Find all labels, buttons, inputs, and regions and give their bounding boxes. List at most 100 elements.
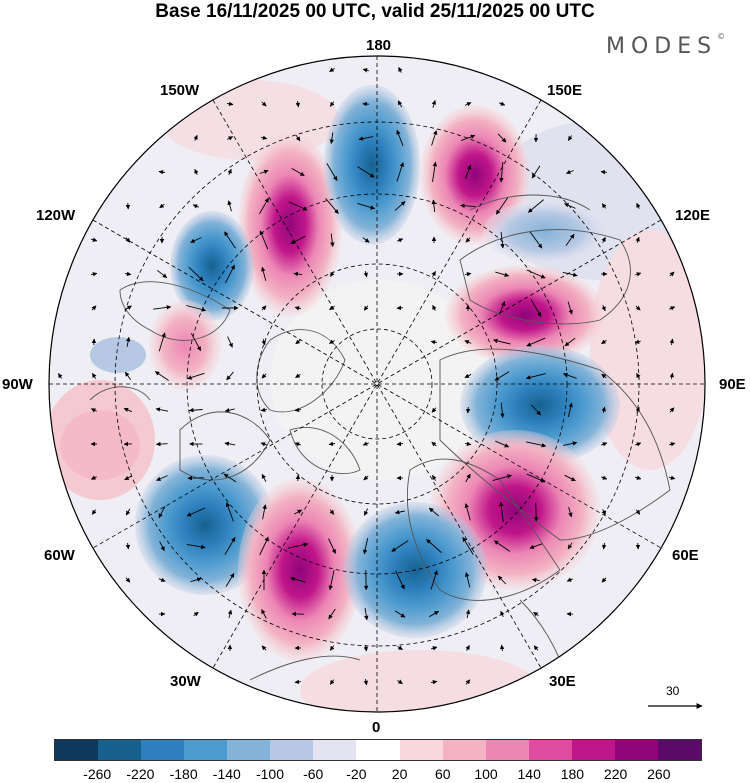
colorbar-tick-label: 260 <box>647 766 671 782</box>
reference-vector-label: 30 <box>666 684 680 698</box>
colorbar-swatch <box>399 740 443 760</box>
wind-vector <box>499 644 505 652</box>
colorbar-tick-label: 140 <box>517 766 541 782</box>
wind-vector <box>601 203 607 209</box>
wind-vector <box>329 339 335 344</box>
wind-vector <box>530 404 542 416</box>
colorbar-tick-label: -180 <box>169 766 198 782</box>
wind-vector <box>493 338 511 345</box>
wind-vector <box>636 202 641 209</box>
wind-vector <box>499 101 506 106</box>
wind-vector <box>493 540 511 552</box>
wind-vector <box>362 441 369 446</box>
colorbar-swatch <box>528 740 572 760</box>
wind-vector <box>328 570 335 591</box>
wind-vector <box>397 100 403 108</box>
wind-vector <box>635 406 640 413</box>
wind-vector <box>500 402 505 418</box>
wind-vector <box>291 168 305 176</box>
wind-vector <box>564 337 576 347</box>
wind-vector <box>566 577 573 582</box>
wind-vector <box>190 577 202 583</box>
wind-vector <box>635 509 641 515</box>
wind-vector <box>601 339 607 345</box>
wind-vector <box>499 161 504 183</box>
wind-vector <box>431 271 436 277</box>
wind-vector <box>329 101 335 107</box>
anomaly-neg-120e <box>483 200 607 264</box>
wind-vector <box>259 230 269 250</box>
anomaly-neg-135w <box>170 211 254 321</box>
colorbar-swatch <box>657 740 701 760</box>
wind-vector <box>294 442 301 447</box>
logo-text: MODES <box>606 34 718 59</box>
colorbar-swatch <box>442 740 486 760</box>
wind-vector <box>430 340 438 345</box>
wind-vector <box>223 473 237 483</box>
anomaly-pos-100e <box>445 265 605 365</box>
wind-vector <box>125 271 132 276</box>
colorbar-swatch <box>141 740 185 760</box>
wind-vector <box>124 475 132 481</box>
wind-vector <box>260 407 267 412</box>
wind-vector <box>396 129 404 146</box>
logo-mark: © <box>717 31 726 41</box>
wind-vector <box>526 337 546 347</box>
wind-vector <box>564 203 576 209</box>
wind-vector <box>396 162 404 182</box>
weak-positive-south <box>300 650 540 712</box>
coastlines <box>89 194 671 691</box>
lon-label-60e: 60E <box>672 547 699 564</box>
lon-label-60w: 60W <box>44 547 75 564</box>
wind-vector <box>125 577 131 583</box>
wind-vector <box>155 441 168 447</box>
wind-vector <box>194 168 199 175</box>
anomaly-neg-95w <box>90 337 146 373</box>
wind-vector <box>295 134 301 142</box>
colorbar-tick-label: -140 <box>212 766 241 782</box>
wind-vector <box>190 237 202 243</box>
wind-vector <box>634 475 642 480</box>
wind-vector <box>562 271 578 277</box>
colorbar-swatch <box>227 740 271 760</box>
wind-vector <box>396 441 404 447</box>
wind-vector <box>635 442 642 447</box>
wind-vector <box>325 198 339 214</box>
lon-label-150e: 150E <box>547 82 583 99</box>
wind-vector <box>465 164 472 179</box>
wind-vector <box>601 373 607 379</box>
anomaly-field <box>49 56 705 712</box>
wind-vector <box>363 270 368 278</box>
wind-vector <box>526 473 546 483</box>
wind-vector <box>188 266 204 282</box>
wind-vector <box>533 612 539 617</box>
wind-vector <box>90 408 97 413</box>
wind-vector <box>669 338 675 346</box>
colorbar-swatch <box>313 740 357 760</box>
wind-vector <box>398 67 403 73</box>
colorbar <box>54 739 702 761</box>
wind-vector <box>186 543 206 550</box>
wind-vector <box>261 338 266 346</box>
wind-vector <box>364 608 369 621</box>
wind-vector <box>432 475 437 481</box>
wind-vector <box>224 537 236 555</box>
colorbar-swatch <box>184 740 228 760</box>
wind-vector <box>290 576 306 583</box>
wind-vector <box>533 645 539 651</box>
wind-vector <box>261 473 267 482</box>
wind-vector <box>431 130 438 146</box>
wind-vector <box>227 136 234 141</box>
wind-vector <box>92 373 97 379</box>
wind-vector <box>261 609 267 619</box>
wind-vector <box>495 271 510 277</box>
wind-vector <box>568 506 573 518</box>
wind-vector <box>429 610 439 618</box>
wind-vector <box>259 197 269 215</box>
wind-vector <box>58 373 63 379</box>
wind-vector <box>567 301 573 315</box>
anomaly-pos-80w <box>60 410 140 480</box>
wind-vector <box>329 305 335 311</box>
wind-vector <box>529 231 543 249</box>
